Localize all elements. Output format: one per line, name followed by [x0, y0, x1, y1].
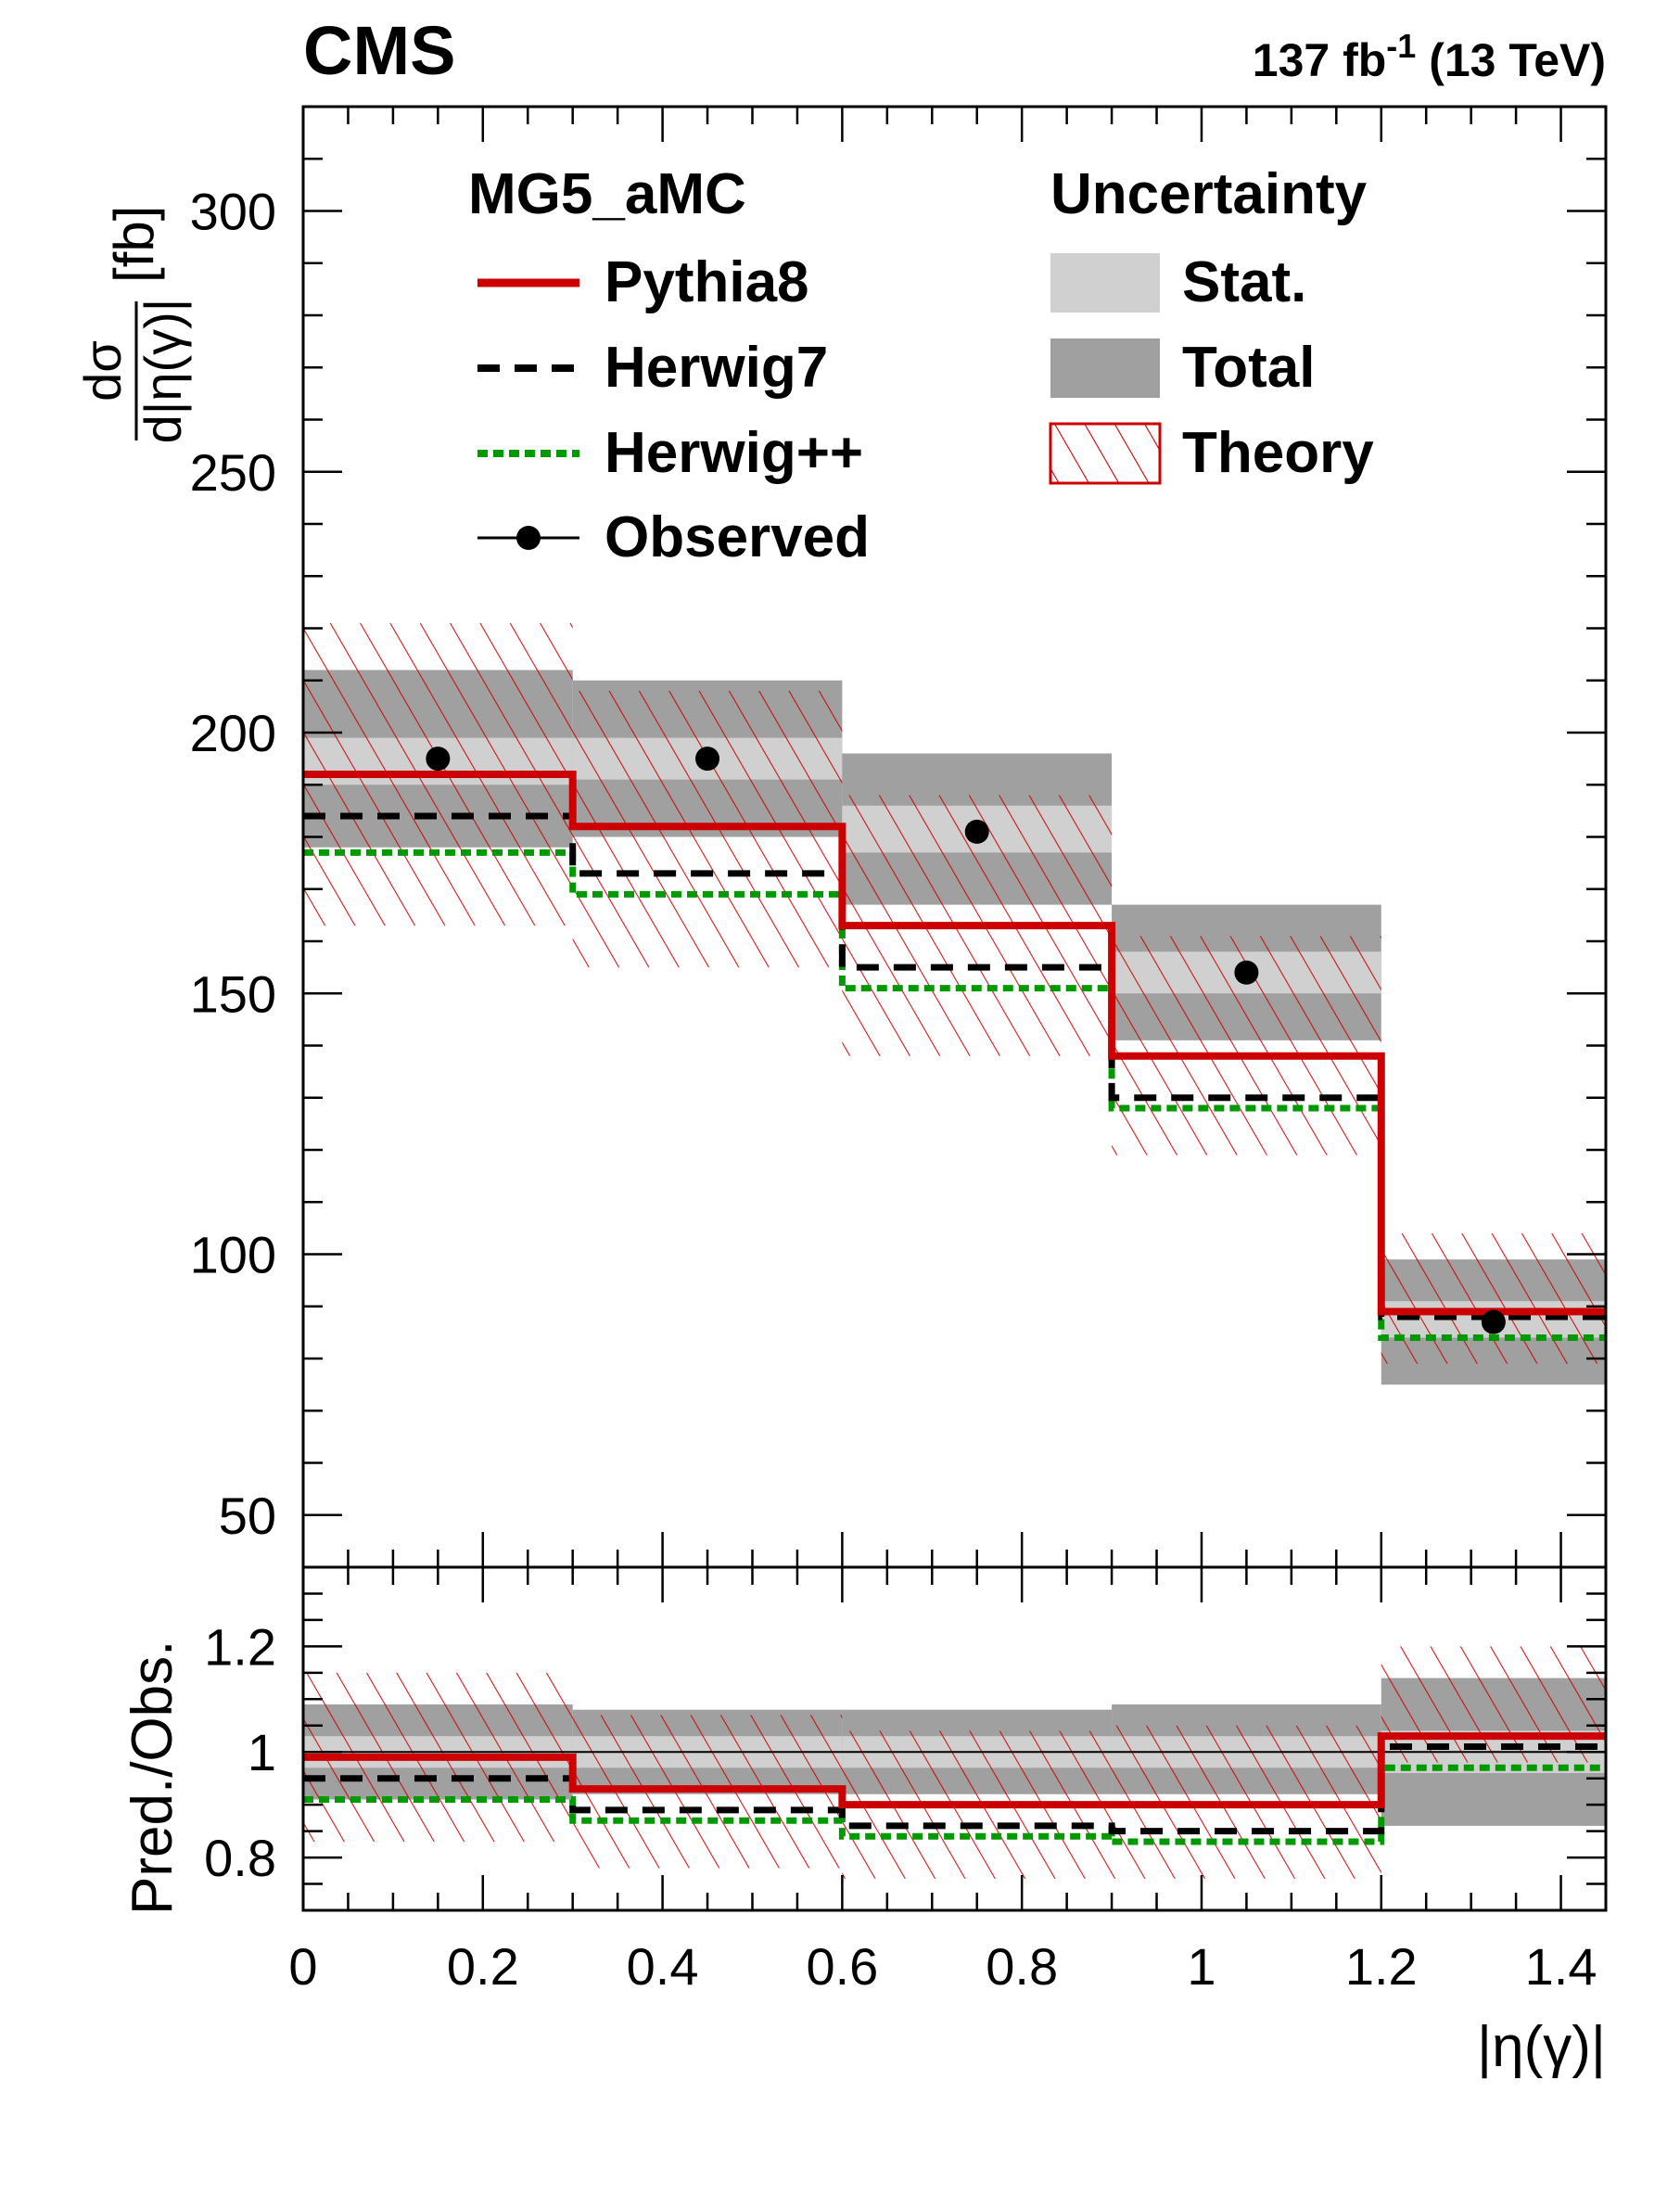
ylabel-numerator: dσ [73, 340, 132, 402]
legend-label-herwigpp: Herwig++ [605, 421, 863, 485]
legend-label-total: Total [1182, 336, 1316, 400]
upper-y-tick-label: 200 [190, 704, 276, 762]
legend: MG5_aMC Pythia8 Herwig7 Herwig++ Observe… [468, 162, 1374, 569]
energy-label: (13 TeV) [1416, 34, 1606, 86]
ylabel-denominator: d|η(γ)| [134, 299, 192, 444]
upper-theory-band-bin-4 [1381, 1233, 1606, 1364]
upper-y-tick-label: 300 [190, 183, 276, 241]
x-tick-label: 1.2 [1345, 1937, 1418, 1996]
lower-line-pythia8 [303, 1732, 1606, 1809]
legend-swatch-stat [1050, 253, 1160, 313]
luminosity-label: 137 fb-1 (13 TeV) [1253, 27, 1606, 86]
upper-y-tick-label: 100 [190, 1226, 276, 1284]
legend-generator-title: MG5_aMC [468, 162, 746, 226]
observed-point-4 [1481, 1309, 1506, 1334]
legend-swatch-theory [1049, 422, 1162, 485]
experiment-label: CMS [303, 12, 455, 89]
lower-axis-ticks: 0 0.2 0.4 0.6 0.8 1 1.2 1.4 0.8 1 1.2 [204, 1565, 1608, 1996]
lumi-value: 137 fb [1253, 34, 1387, 86]
legend-uncertainty-title: Uncertainty [1050, 162, 1368, 226]
upper-line-pythia8 [303, 771, 1606, 1316]
lower-y-tick-label: 1.2 [204, 1617, 276, 1676]
upper-y-tick-label: 150 [190, 964, 276, 1023]
upper-line-herwigpp [303, 849, 1606, 1341]
upper-axis-ticks: 50 100 150 200 250 300 [190, 105, 1608, 1569]
x-tick-label: 0.8 [986, 1937, 1058, 1996]
x-tick-label: 0 [288, 1937, 317, 1996]
x-axis-label: |η(γ)| [1477, 2015, 1606, 2079]
legend-label-theory: Theory [1182, 421, 1374, 485]
lumi-exponent: -1 [1386, 27, 1416, 65]
lower-line-herwig7 [303, 1743, 1606, 1835]
legend-swatch-total [1050, 338, 1160, 398]
x-tick-label: 1.4 [1525, 1937, 1597, 1996]
lower-ratio-lines [303, 1732, 1606, 1845]
legend-label-observed: Observed [605, 505, 870, 569]
upper-theory-band [303, 622, 1606, 1364]
upper-observed-points [426, 747, 1506, 1334]
x-tick-label: 0.2 [447, 1937, 519, 1996]
legend-label-stat: Stat. [1182, 250, 1306, 314]
observed-point-2 [964, 819, 989, 844]
x-tick-label: 0.6 [806, 1937, 878, 1996]
lower-theory-band-bin-4 [1381, 1646, 1606, 1763]
x-tick-label: 0.4 [627, 1937, 699, 1996]
lower-y-tick-label: 1 [248, 1723, 276, 1781]
upper-y-axis-label: dσ d|η(γ)| [fb] [73, 206, 192, 444]
ylabel-unit: [fb] [103, 206, 165, 283]
upper-prediction-lines [303, 771, 1606, 1341]
upper-line-herwig7 [303, 812, 1606, 1321]
legend-label-pythia8: Pythia8 [605, 250, 809, 314]
observed-point-0 [426, 747, 451, 772]
legend-label-herwig7: Herwig7 [605, 336, 828, 400]
upper-y-tick-label: 250 [190, 443, 276, 502]
lower-y-axis-label: Pred./Obs. [121, 1640, 185, 1915]
x-tick-label: 1 [1187, 1937, 1215, 1996]
lower-plot-frame [301, 1565, 1608, 1912]
observed-point-3 [1234, 960, 1259, 985]
observed-point-1 [695, 747, 720, 772]
lower-y-tick-label: 0.8 [204, 1829, 276, 1887]
upper-y-tick-label: 50 [219, 1487, 276, 1545]
legend-swatch-observed-marker [516, 526, 541, 550]
